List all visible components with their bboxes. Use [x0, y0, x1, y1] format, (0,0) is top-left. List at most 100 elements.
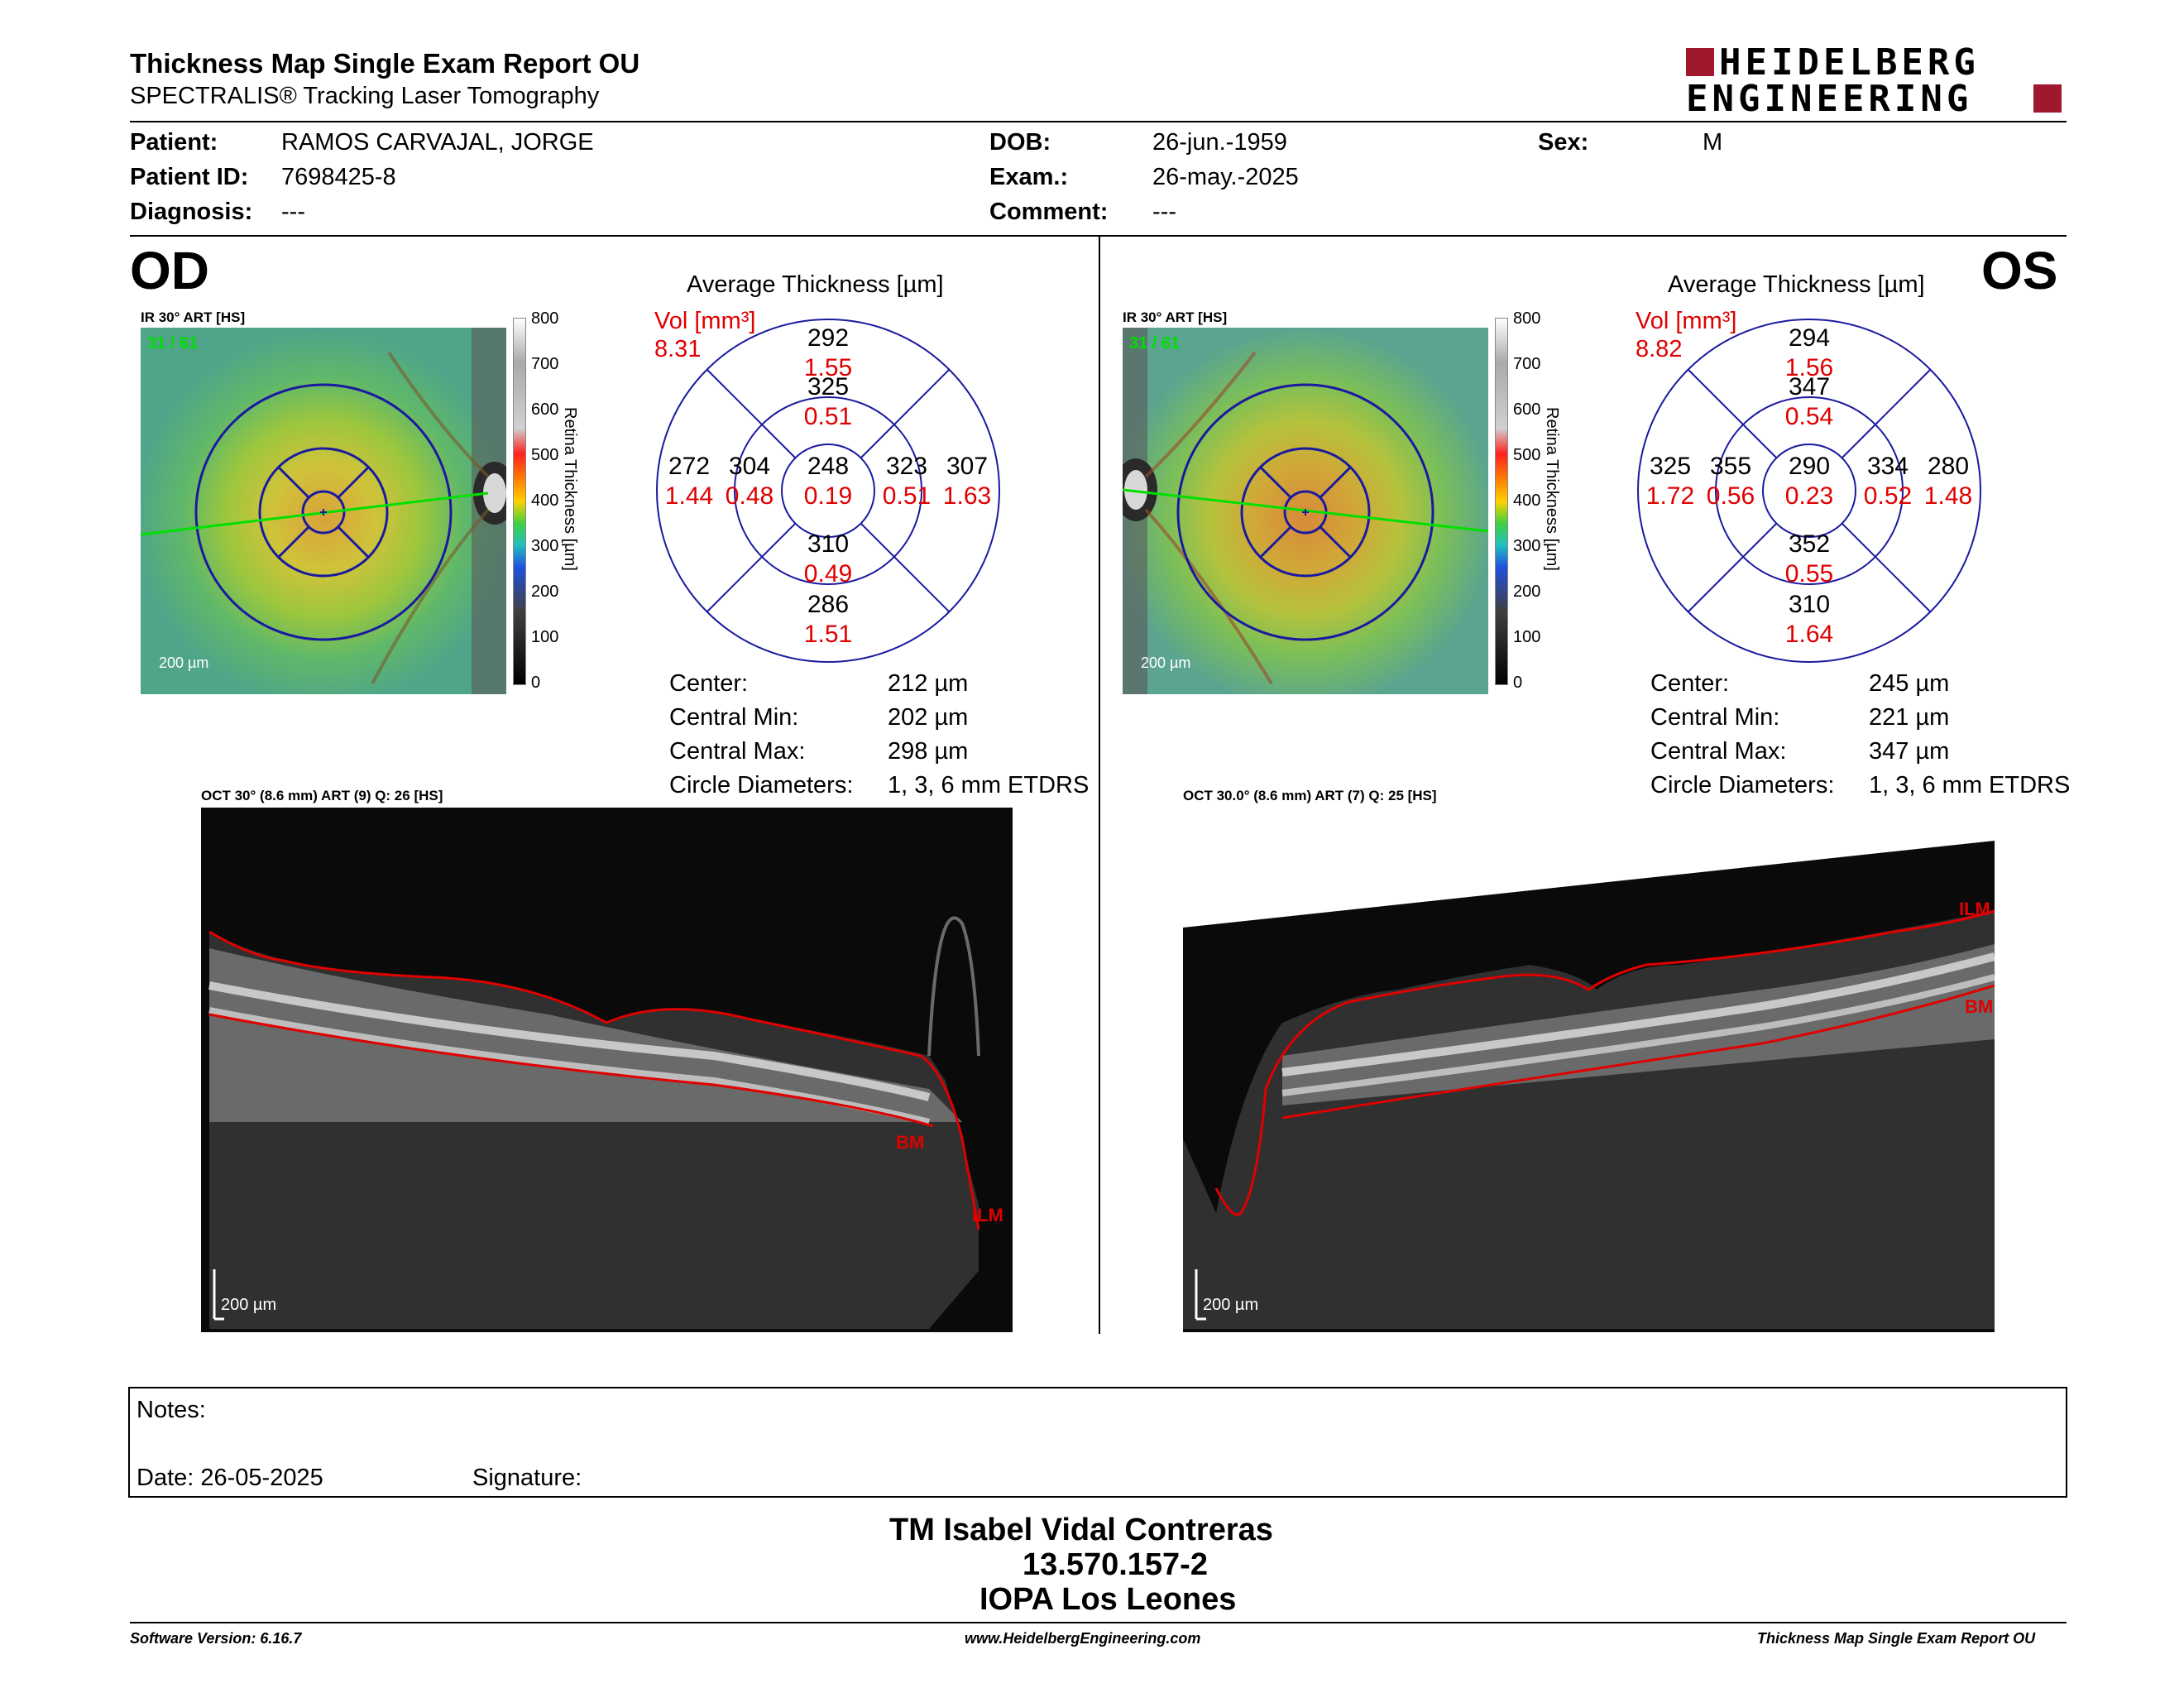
os-ir-label: IR 30° ART [HS] — [1123, 309, 1228, 325]
od-center-thickness: 248 — [807, 453, 849, 480]
colorbar-tick: 700 — [531, 355, 559, 373]
os-avg-title: Average Thickness [µm] — [1668, 271, 1925, 298]
os-ilm-label: ILM — [1959, 899, 1990, 919]
od-oct-overlay — [208, 916, 980, 1329]
notes-box[interactable]: Notes: Date: 26-05-2025 Signature: — [128, 1387, 2067, 1498]
patient-rule — [130, 235, 2067, 237]
dob-value: 26-jun.-1959 — [1152, 129, 1287, 156]
colorbar-tick: 200 — [1513, 583, 1541, 601]
colorbar-tick: 500 — [531, 446, 559, 464]
patient-id: 7698425-8 — [281, 164, 396, 190]
date-label: Date: 26-05-2025 — [136, 1465, 323, 1491]
exam-value: 26-may.-2025 — [1152, 164, 1299, 190]
od-oct-bscan: BM ILM 200 µm — [201, 808, 1013, 1332]
od-max-label: Central Max: — [669, 738, 806, 765]
diagnosis-value: --- — [281, 199, 305, 225]
os-bm-label: BM — [1965, 996, 1994, 1017]
od-inner-nasal-volume: 0.51 — [883, 482, 931, 510]
signer-name: TM Isabel Vidal Contreras — [889, 1513, 1273, 1547]
os-outer-inferior-volume: 1.64 — [1785, 621, 1833, 648]
os-outer-inferior-thickness: 310 — [1789, 591, 1830, 618]
os-ir-overlay — [1123, 328, 1488, 694]
od-colorbar-ticks: 800 700 600 500 400 300 200 100 0 — [531, 309, 564, 692]
od-vol-total: 8.31 — [654, 336, 702, 362]
os-max-value: 347 µm — [1869, 738, 1950, 765]
website-link[interactable]: www.HeidelbergEngineering.com — [965, 1630, 1201, 1647]
os-inner-nasal-thickness: 334 — [1867, 453, 1909, 480]
colorbar-tick: 400 — [1513, 492, 1541, 510]
od-ir-overlay — [141, 328, 506, 694]
logo-red-block-bottom — [2033, 84, 2062, 113]
od-eye-label: OD — [130, 241, 209, 300]
header-rule — [130, 121, 2067, 122]
od-outer-inferior-volume: 1.51 — [804, 621, 852, 648]
od-center-value: 212 µm — [888, 670, 969, 697]
signer-org: IOPA Los Leones — [979, 1582, 1237, 1617]
os-inner-nasal-volume: 0.52 — [1864, 482, 1912, 510]
od-oct-scale: 200 µm — [221, 1296, 277, 1314]
os-inner-inferior-thickness: 352 — [1789, 530, 1830, 558]
diagnosis-label: Diagnosis: — [130, 199, 253, 225]
os-center-thickness: 290 — [1789, 453, 1830, 480]
colorbar-tick: 300 — [531, 537, 559, 555]
od-min-label: Central Min: — [669, 704, 799, 731]
od-ir-frames: 31 / 61 — [147, 334, 199, 352]
sex-label: Sex: — [1538, 129, 1589, 156]
os-center-volume: 0.23 — [1785, 482, 1833, 510]
od-diam-value: 1, 3, 6 mm ETDRS — [888, 772, 1090, 798]
od-ilm-label: ILM — [972, 1205, 1003, 1225]
od-etdrs-grid: 248 0.19 325 0.51 310 0.49 304 0.48 323 … — [656, 319, 1000, 663]
od-oct-label: OCT 30° (8.6 mm) ART (9) Q: 26 [HS] — [201, 788, 443, 803]
comment-label: Comment: — [989, 199, 1109, 225]
od-inner-superior-volume: 0.51 — [804, 403, 852, 430]
colorbar-tick: 800 — [531, 309, 559, 328]
od-colorbar — [513, 318, 526, 685]
os-diam-value: 1, 3, 6 mm ETDRS — [1869, 772, 2071, 798]
os-inner-superior-thickness: 347 — [1789, 373, 1830, 400]
report-subtitle: SPECTRALIS® Tracking Laser Tomography — [130, 83, 600, 109]
os-min-value: 221 µm — [1869, 704, 1950, 731]
comment-value: --- — [1152, 199, 1176, 225]
os-colorbar-ticks: 800 700 600 500 400 300 200 100 0 — [1513, 309, 1546, 692]
os-ir-thickness-map: 31 / 61 200 µm — [1123, 328, 1488, 694]
od-outer-inferior-thickness: 286 — [807, 591, 849, 618]
os-min-label: Central Min: — [1650, 704, 1780, 731]
os-center-value: 245 µm — [1869, 670, 1950, 697]
colorbar-tick: 0 — [531, 674, 541, 692]
os-oct-scale: 200 µm — [1203, 1296, 1259, 1314]
od-min-value: 202 µm — [888, 704, 969, 731]
od-ir-scale: 200 µm — [159, 655, 209, 671]
os-outer-temporal-thickness: 325 — [1650, 453, 1691, 480]
colorbar-tick: 600 — [1513, 400, 1541, 419]
patient-label: Patient: — [130, 129, 218, 156]
od-inner-inferior-volume: 0.49 — [804, 560, 852, 587]
os-outer-superior-volume: 1.56 — [1785, 354, 1833, 381]
colorbar-tick: 600 — [531, 400, 559, 419]
os-inner-temporal-thickness: 355 — [1710, 453, 1751, 480]
os-ir-scale: 200 µm — [1141, 655, 1191, 671]
report-title: Thickness Map Single Exam Report OU — [130, 48, 640, 79]
signer-id: 13.570.157-2 — [1023, 1547, 1208, 1582]
od-inner-temporal-volume: 0.48 — [726, 482, 774, 510]
colorbar-tick: 100 — [531, 628, 559, 646]
os-ir-frames: 31 / 61 — [1129, 334, 1181, 352]
od-outer-temporal-volume: 1.44 — [665, 482, 713, 510]
patient-name: RAMOS CARVAJAL, JORGE — [281, 129, 594, 156]
od-ir-thickness-map: 31 / 61 200 µm — [141, 328, 506, 694]
colorbar-tick: 200 — [531, 583, 559, 601]
od-center-volume: 0.19 — [804, 482, 852, 510]
colorbar-tick: 100 — [1513, 628, 1541, 646]
od-outer-nasal-volume: 1.63 — [943, 482, 991, 510]
od-max-value: 298 µm — [888, 738, 969, 765]
footer-report-name: Thickness Map Single Exam Report OU — [1757, 1630, 2036, 1647]
exam-label: Exam.: — [989, 164, 1069, 190]
od-outer-superior-volume: 1.55 — [804, 354, 852, 381]
od-inner-superior-thickness: 325 — [807, 373, 849, 400]
footer-rule — [130, 1622, 2067, 1623]
colorbar-tick: 700 — [1513, 355, 1541, 373]
od-outer-superior-thickness: 292 — [807, 324, 849, 352]
os-eye-label: OS — [1981, 241, 2058, 300]
logo-line2: ENGINEERING — [1686, 78, 1973, 120]
os-colorbar — [1495, 318, 1508, 685]
os-vol-total: 8.82 — [1636, 336, 1683, 362]
